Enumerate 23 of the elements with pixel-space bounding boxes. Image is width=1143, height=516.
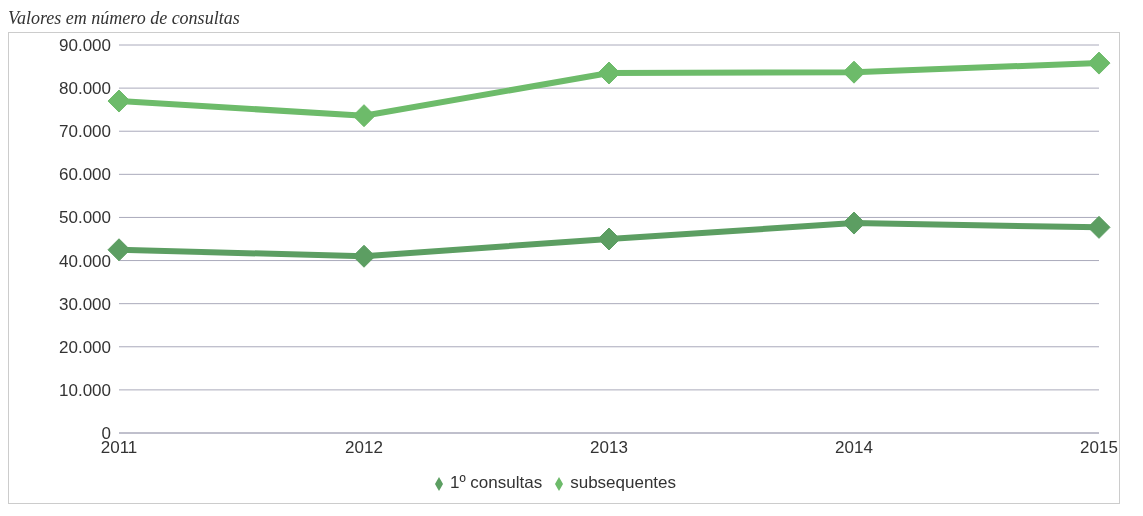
legend-label: 1º consultas [449,473,543,492]
point [842,211,866,235]
y-tick-label: 20.000 [59,337,111,357]
point [352,244,376,268]
y-tick-label: 10.000 [59,380,111,400]
y-tick-label: 90.000 [59,36,111,56]
x-tick-label: 2014 [835,438,873,458]
point [597,227,621,251]
point [352,104,376,128]
legend-label: subsequentes [570,473,677,492]
x-tick-label: 2015 [1080,438,1118,458]
x-tick-label: 2013 [590,438,628,458]
x-tick-label: 2012 [345,438,383,458]
point [1087,215,1111,239]
point [1087,51,1111,75]
y-tick-label: 80.000 [59,79,111,99]
y-tick-label: 30.000 [59,294,111,314]
y-tick-label: 60.000 [59,165,111,185]
point [842,60,866,84]
y-tick-label: 70.000 [59,122,111,142]
y-tick-label: 50.000 [59,208,111,228]
y-tick-label: 40.000 [59,251,111,271]
chart-title: Valores em número de consultas [8,8,241,30]
